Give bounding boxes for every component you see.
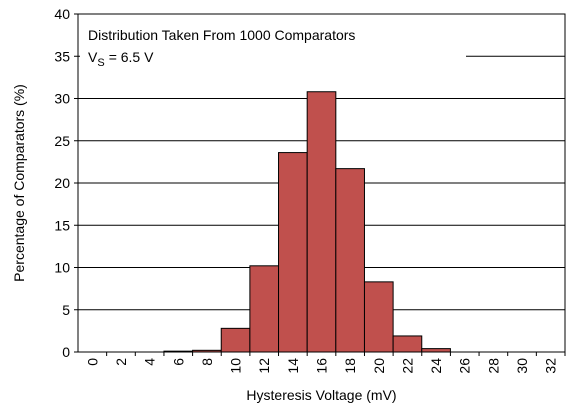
x-tick-label: 0 [84,358,100,366]
x-tick-label: 18 [342,358,358,374]
bar [335,168,365,353]
x-tick-label: 2 [113,358,129,366]
x-tick-label: 20 [371,358,387,374]
y-tick-label: 35 [54,48,70,64]
x-tick-label: 10 [228,358,244,374]
x-tick-label: 28 [485,358,501,374]
x-tick-label: 4 [142,358,158,366]
y-tick-label: 20 [54,175,70,191]
bar [363,281,394,353]
y-tick-label: 10 [54,260,70,276]
x-tick-label: 22 [399,358,415,374]
y-tick-label: 15 [54,217,70,233]
x-tick-label: 26 [457,358,473,374]
x-tick-label: 6 [170,358,186,366]
annotation-box [80,16,466,70]
y-tick-label: 40 [54,6,70,22]
bar [249,265,280,353]
condition-symbol: V [88,49,98,65]
x-tick-label: 32 [543,358,559,374]
x-tick-label: 16 [314,358,330,374]
bar [220,327,251,353]
y-axis-title: Percentage of Comparators (%) [11,84,27,282]
bar [306,91,337,353]
x-tick-label: 8 [199,358,215,366]
condition-subscript: S [97,57,104,69]
x-tick-label: 12 [256,358,272,374]
x-axis-title: Hysteresis Voltage (mV) [246,387,396,403]
x-tick-label: 30 [514,358,530,374]
y-tick-label: 30 [54,91,70,107]
bar [392,335,423,353]
x-tick-label: 14 [285,358,301,374]
bar [278,152,308,353]
x-tick-label: 24 [428,358,444,374]
condition: VS = 6.5 V [88,49,154,69]
y-tick-label: 25 [54,133,70,149]
condition-text: = 6.5 V [109,49,154,65]
y-tick-label: 5 [62,302,70,318]
y-tick-label: 0 [62,344,70,360]
plot-frame [77,13,566,353]
bar [421,348,451,353]
annotation: Distribution Taken From 1000 Comparators [88,27,355,43]
